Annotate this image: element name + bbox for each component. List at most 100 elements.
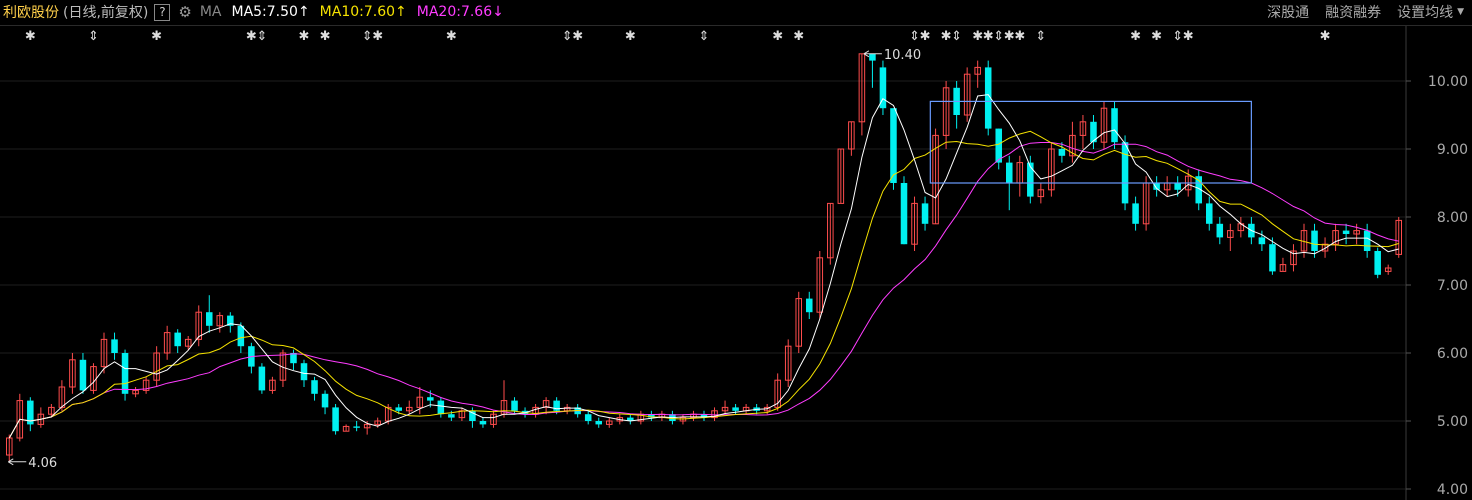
moving-average-lines [8, 94, 1399, 439]
event-marker-icon: ⇕ [256, 29, 267, 44]
header-links: 深股通 融资融券 设置均线 ▼ [1267, 0, 1472, 24]
candle-body [427, 397, 434, 401]
ma20-value: MA20:7.66↓ [416, 4, 504, 20]
event-marker-icon: ✱ [320, 29, 331, 44]
candle-body [437, 400, 445, 415]
link-sgt[interactable]: 深股通 [1267, 5, 1310, 21]
candle-body [595, 421, 602, 425]
annotations: 10.40 4.06 [8, 48, 1252, 471]
chart-mode[interactable]: (日线,前复权) [63, 5, 149, 21]
candle-body [932, 134, 939, 225]
candle-body [584, 414, 592, 421]
event-marker-icon: ⇕ [562, 29, 573, 44]
candle-body [1258, 237, 1266, 245]
candle-body [1069, 134, 1076, 157]
y-tick-label: 10.00 [1428, 74, 1468, 90]
candle-body [921, 203, 929, 224]
candle-body [1353, 230, 1360, 235]
event-marker-icon: ⇕ [1035, 29, 1046, 44]
high-arrow-icon [863, 50, 882, 58]
event-markers: ✱ ⇕ ✱ ✱ ⇕ ✱ ✱ ⇕ ✱ ✱ ⇕ ✱ ✱ ⇕ ✱ ✱ ⇕ ✱ ✱ ⇕ ✱ ✱ ⇕ ✱ ✱ ⇕ ✱ ✱ ⇕ ✱ ✱ [25, 29, 1331, 44]
candle-body [1058, 149, 1066, 156]
candle-body [963, 73, 971, 116]
event-marker-icon: ⇕ [88, 29, 99, 44]
candle-body [1048, 148, 1055, 191]
candle-body [1279, 264, 1287, 272]
candle-body [111, 339, 118, 353]
candle-body [1363, 230, 1371, 251]
candle-body [869, 53, 876, 61]
arrow-up-icon: ↑ [395, 4, 407, 20]
y-axis: 10.00 9.00 8.00 7.00 6.00 5.00 4.00 [1405, 26, 1468, 500]
y-tick-label: 5.00 [1437, 414, 1468, 430]
grid-lines [0, 25, 1472, 490]
candle-body [1206, 203, 1213, 224]
candle-body [195, 311, 202, 340]
event-marker-icon: ✱ [625, 29, 636, 44]
candle-body [806, 298, 813, 313]
candle-body [1395, 219, 1402, 255]
link-margin[interactable]: 融资融券 [1325, 5, 1382, 21]
ma10-value: MA10:7.60↑ [319, 4, 407, 20]
candle-body [816, 257, 824, 313]
candle-body [279, 352, 287, 381]
event-marker-icon: ✱ [1004, 29, 1015, 44]
y-tick-label: 7.00 [1437, 278, 1468, 294]
candle-body [363, 423, 371, 429]
link-ma-settings[interactable]: 设置均线 [1397, 5, 1454, 21]
event-marker-icon: ✱ [1014, 29, 1025, 44]
candle-body [174, 332, 181, 347]
candle-body [1132, 203, 1139, 224]
candle-body [553, 400, 560, 411]
candle-body [27, 400, 34, 425]
gear-icon[interactable]: ⚙ [178, 3, 192, 21]
candle-body [142, 379, 150, 391]
event-marker-icon: ⇕ [951, 29, 962, 44]
candle-body [342, 425, 350, 432]
stock-name[interactable]: 利欧股份 [3, 5, 59, 21]
candle-body [732, 407, 739, 411]
ma10-line [8, 130, 1399, 439]
candle-body [1006, 162, 1013, 183]
candle-body [774, 379, 781, 408]
candle-body [48, 406, 55, 415]
candle-body [1374, 251, 1381, 275]
candle-body [1079, 121, 1087, 136]
candle-body [258, 366, 266, 391]
ma-label: MA [199, 4, 222, 20]
low-arrow-icon [8, 458, 27, 466]
candle-body [848, 121, 855, 150]
candle-body [374, 420, 381, 425]
candle-body [542, 400, 550, 408]
candle-body [1321, 243, 1329, 252]
candle-body [321, 393, 329, 408]
candle-body [627, 417, 634, 421]
candle-body [206, 312, 213, 326]
candle-body [1384, 267, 1392, 272]
candle-body [153, 352, 160, 381]
candle-body [479, 421, 487, 425]
low-price-label: 4.06 [28, 456, 57, 471]
candles [6, 53, 1402, 462]
candle-body [974, 66, 981, 75]
candle-body [1195, 176, 1202, 204]
event-marker-icon: ✱ [1130, 29, 1141, 44]
event-marker-icon: ✱ [151, 29, 162, 44]
chevron-down-icon[interactable]: ▼ [1457, 7, 1464, 17]
candle-body [890, 108, 897, 183]
ma5-line [8, 94, 1399, 439]
candle-body [1311, 230, 1318, 251]
candle-body [395, 407, 402, 411]
candle-body [795, 298, 803, 347]
candle-body [858, 53, 866, 123]
candle-body [121, 353, 129, 394]
y-tick-label: 9.00 [1437, 142, 1468, 158]
help-button[interactable]: ? [154, 3, 171, 21]
candle-body [1100, 107, 1108, 143]
candle-body [290, 353, 297, 364]
ma5-value: MA5:7.50↑ [231, 4, 310, 20]
candle-body [984, 67, 992, 129]
candle-body [784, 345, 792, 381]
candle-body [911, 202, 918, 245]
